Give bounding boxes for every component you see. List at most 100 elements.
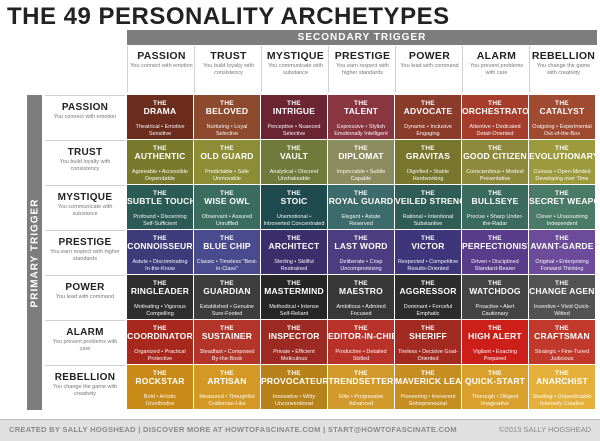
column-header-title: POWER	[408, 50, 451, 62]
archetype-name: TALENT	[343, 106, 379, 116]
archetype-cell-good-citizen: THE GOOD CITIZEN Conscientious • Modest Pr…	[462, 140, 528, 184]
archetype-name: VICTOR	[411, 241, 445, 251]
archetype-prefix: THE	[220, 235, 234, 242]
archetype-cell-trendsetter: THE TRENDSETTER Elite • Progressive Advanc…	[328, 365, 394, 409]
row-header-title: ALARM	[66, 327, 104, 338]
archetype-adjectives: Profound • Discerning Self-Sufficient	[133, 214, 187, 227]
column-header-trust: TRUST You build loyalty with consistency	[194, 46, 262, 92]
row-header-title: PRESTIGE	[58, 237, 112, 248]
archetype-adjectives: Attentive • Dedicated Detail-Oriented	[469, 124, 521, 137]
archetype-cell-old-guard: THE OLD GUARD Predictable • Safe Unmovable	[194, 140, 260, 184]
archetype-prefix: THE	[421, 100, 435, 107]
archetype-cell-artisan: THE ARTISAN Measured • Thoughtful Craftsma…	[194, 365, 260, 409]
archetype-adjectives: Observant • Assured Unruffled	[201, 214, 253, 227]
archetype-cell-advocate: THE ADVOCATE Dynamic • Inclusive Engaging	[395, 95, 461, 139]
archetype-name: ARCHITECT	[268, 241, 320, 251]
archetype-name: INTRIGUE	[272, 106, 316, 116]
archetype-name: VEILED STRENGTH	[395, 196, 461, 206]
archetype-name: RINGLEADER	[130, 286, 190, 296]
archetype-name: ORCHESTRATOR	[462, 106, 528, 116]
footer-credits: CREATED BY SALLY HOGSHEAD | DISCOVER MOR…	[9, 425, 457, 434]
row-header-subtitle: You connect with emotion	[53, 114, 117, 120]
archetype-prefix: THE	[354, 145, 368, 152]
archetype-prefix: THE	[555, 370, 569, 377]
archetype-adjectives: Agreeable • Accessible Dependable	[131, 169, 189, 182]
archetype-name: CHANGE AGENT	[529, 286, 595, 296]
archetype-name: BULLSEYE	[471, 196, 519, 206]
column-header-title: REBELLION	[531, 50, 596, 62]
archetype-prefix: THE	[555, 190, 569, 197]
row-header-subtitle: You lead with command	[55, 294, 115, 300]
archetype-adjectives: Strategic • Fine-Tuned Judicious	[534, 349, 590, 362]
column-header-title: MYSTIQUE	[266, 50, 325, 62]
archetype-adjectives: Motivating • Vigorous Compelling	[134, 304, 186, 317]
archetype-adjectives: Astute • Discriminating In-the-Know	[132, 259, 188, 272]
archetype-cell-ringleader: THE RINGLEADER Motivating • Vigorous Compe…	[127, 275, 193, 319]
archetype-cell-victor: THE VICTOR Respected • Competitive Results…	[395, 230, 461, 274]
secondary-trigger-header: SECONDARY TRIGGER	[127, 30, 597, 45]
archetype-name: ROCKSTAR	[135, 376, 185, 386]
archetype-adjectives: Dynamic • Inclusive Engaging	[404, 124, 452, 137]
archetype-name: CATALYST	[539, 106, 585, 116]
archetype-prefix: THE	[488, 100, 502, 107]
primary-trigger-header: PRIMARY TRIGGER	[27, 95, 42, 410]
footer: CREATED BY SALLY HOGSHEAD | DISCOVER MOR…	[0, 419, 600, 441]
column-header-rebellion: REBELLION You change the game with creati…	[529, 46, 597, 92]
archetype-name: WATCHDOG	[469, 286, 521, 296]
column-header-subtitle: You build loyalty with consistency	[203, 63, 254, 76]
archetype-prefix: THE	[421, 190, 435, 197]
row-header-prestige: PRESTIGE You earn respect with higher sta…	[45, 230, 125, 276]
column-header-subtitle: You change the game with creativity	[536, 63, 591, 76]
page-title: THE 49 PERSONALITY ARCHETYPES	[7, 3, 450, 30]
column-header-subtitle: You communicate with substance	[268, 63, 323, 76]
archetype-adjectives: Respected • Competitive Results-Oriented	[397, 259, 459, 272]
column-header-title: PRESTIGE	[334, 50, 391, 62]
footer-copyright: ©2013 SALLY HOGSHEAD	[499, 425, 591, 434]
column-header-title: TRUST	[210, 50, 247, 62]
archetype-cell-vault: THE VAULT Analytical • Discreet Unshakeabl…	[261, 140, 327, 184]
primary-trigger-label: PRIMARY TRIGGER	[29, 198, 40, 307]
archetype-prefix: THE	[153, 280, 167, 287]
archetype-adjectives: Unemotional • Introverted Concentrated	[263, 214, 325, 227]
archetype-adjectives: Conscientious • Modest Preventative	[466, 169, 524, 182]
archetype-adjectives: Startling • Unpredictable Intensely Crea…	[532, 394, 592, 407]
archetype-prefix: THE	[421, 370, 435, 377]
archetype-prefix: THE	[220, 280, 234, 287]
row-header-title: TRUST	[67, 147, 103, 158]
archetype-name: DRAMA	[143, 106, 177, 116]
archetype-adjectives: Dignified • Stable Hardworking	[407, 169, 449, 182]
row-header-title: MYSTIQUE	[57, 192, 113, 203]
archetype-cell-wise-owl: THE WISE OWL Observant • Assured Unruffled	[194, 185, 260, 229]
archetype-cell-aggressor: THE AGGRESSOR Dominant • Forceful Emphatic	[395, 275, 461, 319]
archetype-prefix: THE	[488, 235, 502, 242]
archetype-prefix: THE	[488, 325, 502, 332]
archetype-name: EDITOR-IN-CHIEF	[328, 331, 394, 341]
archetype-name: ARTISAN	[207, 376, 247, 386]
archetype-name: SHERIFF	[409, 331, 447, 341]
archetype-name: WISE OWL	[204, 196, 250, 206]
archetype-prefix: THE	[354, 370, 368, 377]
archetype-name: ROYAL GUARD	[328, 196, 394, 206]
archetype-cell-mastermind: THE MASTERMIND Methodical • Intense Self-R…	[261, 275, 327, 319]
archetype-name: CRAFTSMAN	[534, 331, 590, 341]
archetype-adjectives: Outgoing • Experimental Out-of-the-Box	[532, 124, 592, 137]
archetype-prefix: THE	[354, 235, 368, 242]
column-header-subtitle: You earn respect with higher standards	[336, 63, 389, 76]
archetype-adjectives: Classic • Timeless "Best-in-Class"	[196, 259, 258, 272]
archetype-cell-quick-start: THE QUICK-START Thorough • Diligent Imagin…	[462, 365, 528, 409]
archetype-adjectives: Precise • Sharp Under-the-Radar	[466, 214, 524, 227]
archetype-name: BLUE CHIP	[203, 241, 251, 251]
archetype-cell-stoic: THE STOIC Unemotional • Introverted Concen…	[261, 185, 327, 229]
archetype-adjectives: Pioneering • Irreverent Entrepreneurial	[400, 394, 456, 407]
archetype-name: COORDINATOR	[127, 331, 193, 341]
archetype-cell-craftsman: THE CRAFTSMAN Strategic • Fine-Tuned Judic…	[529, 320, 595, 364]
archetype-cell-change-agent: THE CHANGE AGENT Inventive • Vivid Quick-W…	[529, 275, 595, 319]
archetype-adjectives: Analytical • Discreet Unshakeable	[269, 169, 319, 182]
archetype-name: AUTHENTIC	[134, 151, 186, 161]
archetype-adjectives: Thorough • Diligent Imaginative	[471, 394, 519, 407]
archetype-prefix: THE	[287, 325, 301, 332]
archetype-adjectives: Ambitious • Admired Focused	[336, 304, 386, 317]
archetype-cell-gravitas: THE GRAVITAS Dignified • Stable Hardworkin…	[395, 140, 461, 184]
archetype-adjectives: Rational • Intentional Substantive	[402, 214, 454, 227]
